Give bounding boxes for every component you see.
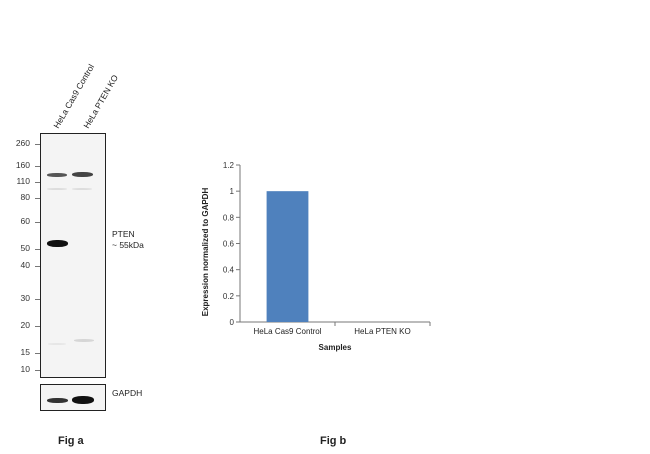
pten-size-label: ~ 55kDa <box>112 240 144 250</box>
fig-b-caption: Fig b <box>320 435 347 447</box>
band-low-faint-ko <box>74 339 94 342</box>
chart-plot-area: 0 0.2 0.4 0.6 0.8 1 1.2 HeLa Cas9 Control HeLa P… <box>223 161 431 336</box>
y-tick-label: 1 <box>230 187 235 196</box>
band-gapdh-control <box>47 398 68 403</box>
mw-marker: 50 <box>20 243 30 253</box>
gapdh-blot-panel <box>40 384 106 411</box>
mw-marker: 160 <box>15 160 30 170</box>
mw-marker: 10 <box>20 364 30 374</box>
mw-marker: 110 <box>16 176 30 186</box>
mw-marker: 60 <box>20 216 30 226</box>
mw-marker: 40 <box>20 260 30 270</box>
y-tick-label: 0.4 <box>223 266 235 275</box>
y-tick-label: 0.8 <box>223 213 235 222</box>
gapdh-label: GAPDH <box>112 388 143 398</box>
band-gapdh-ko <box>72 396 94 404</box>
fig-a-caption: Fig a <box>58 435 84 447</box>
band-pten-control <box>47 240 68 247</box>
x-tick-label: HeLa PTEN KO <box>354 327 410 336</box>
x-axis-title: Samples <box>319 343 352 352</box>
y-axis-title-group: Expression normalized to GAPDH <box>201 188 210 317</box>
pten-band-label: PTEN ~ 55kDa <box>112 229 144 251</box>
y-axis-title: Expression normalized to GAPDH <box>201 188 210 317</box>
y-tick-label: 0.6 <box>223 240 235 249</box>
pten-blot-panel <box>40 133 106 378</box>
band-faint-ko <box>72 188 92 190</box>
y-tick-label: 1.2 <box>223 161 235 170</box>
mw-marker: 15 <box>20 347 30 357</box>
mw-marker: 30 <box>20 293 30 303</box>
x-tick-label: HeLa Cas9 Control <box>253 327 321 336</box>
y-tick-label: 0.2 <box>223 292 235 301</box>
band-high-mw-control <box>47 173 67 177</box>
mw-marker: 80 <box>20 192 30 202</box>
bar <box>266 191 309 322</box>
y-tick-label: 0 <box>230 318 235 327</box>
mw-marker: 20 <box>20 320 30 330</box>
band-high-mw-ko <box>72 172 93 177</box>
band-low-faint-control <box>48 343 66 345</box>
mw-marker: 260 <box>15 138 30 148</box>
band-faint-control <box>47 188 67 190</box>
pten-label: PTEN <box>112 229 135 239</box>
